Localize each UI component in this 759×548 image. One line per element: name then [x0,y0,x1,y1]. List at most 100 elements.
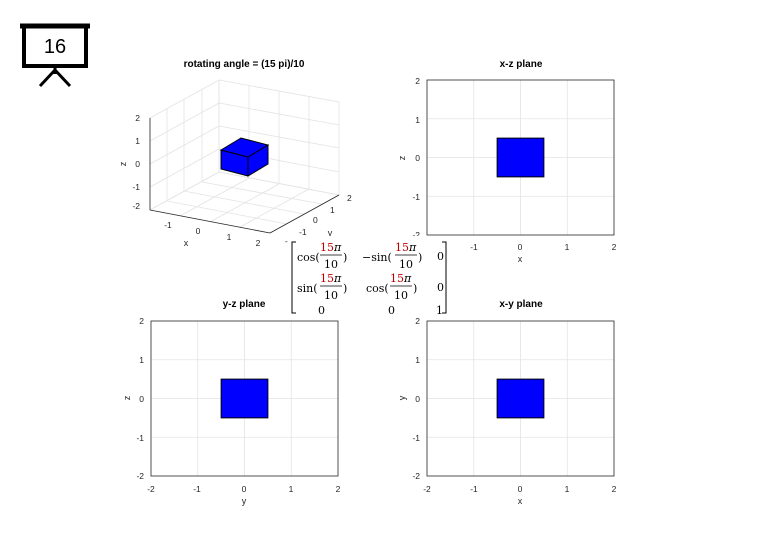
m33: 1 [436,304,443,317]
m12-func: −sin( [362,251,392,264]
plot-xy-square [496,378,545,419]
z-axis-label: z [118,161,128,166]
z-tick: 0 [135,159,140,169]
x-tick: 2 [256,238,261,248]
plot-xz-xtick: -1 [470,242,478,252]
plot-xy-ytick: -2 [412,471,420,481]
plot-yz-ytick: 1 [139,355,144,365]
z-tick: 2 [135,113,140,123]
m11-pi: π [333,241,342,254]
plot-yz-ytick: -1 [136,433,144,443]
m12-pi: π [408,241,417,254]
m22-func: cos( [366,282,389,295]
plot-xy-frame [426,320,615,477]
plot-yz-xtick: -2 [147,484,155,494]
plot-xy-ylabel: y [397,395,407,400]
plot-yz-ylabel: z [122,395,132,400]
m12-close: ) [418,251,422,264]
plot-yz-xtick: 2 [336,484,341,494]
plot-yz-xlabel: y [242,496,247,506]
plot-xz: x-z plane 2 1 0 -1 -2 -2 -1 0 1 2 x z [397,59,617,264]
plot-xy-xtick: -2 [423,484,431,494]
y-tick: 2 [347,193,352,203]
x-tick: -1 [164,220,172,230]
plot-yz-ytick: 0 [139,394,144,404]
m31: 0 [318,304,325,317]
m21-numerator: 15 [320,272,334,285]
plot-yz-frame [150,320,339,477]
plot-xy: x-y plane 2 1 0 -1 -2 -2 -1 0 1 2 x y [397,299,617,506]
m12-numerator: 15 [395,241,409,254]
plot-xy-ytick: 1 [415,355,420,365]
z-tick: -2 [132,201,140,211]
rotation-matrix: cos( 15 π 10 ) −sin( 15 π 10 ) 0 sin( 15… [288,236,452,318]
x-tick: 1 [227,232,232,242]
m11-func: cos( [297,251,320,264]
m11-close: ) [343,251,347,264]
m21-func: sin( [297,282,318,295]
m13: 0 [437,250,444,263]
matrix-background [288,236,452,318]
plot-xz-ytick: -2 [412,230,420,240]
m11-denominator: 10 [324,258,338,271]
plot-xz-frame [426,79,615,236]
m22-close: ) [413,282,417,295]
x-tick: 0 [196,226,201,236]
plot-xy-xtick: 0 [518,484,523,494]
matrix-left-bracket [291,241,296,314]
plot-yz-title: y-z plane [223,299,266,310]
plot-3d-axes [149,118,340,234]
plot-xz-xlabel: x [518,254,523,264]
plot-yz-ytick: 2 [139,316,144,326]
plot-xz-square [496,137,545,178]
plot-xy-ytick: 0 [415,394,420,404]
m21-denominator: 10 [324,289,338,302]
m23: 0 [437,281,444,294]
plot-xz-xtick: 2 [612,242,617,252]
m11-numerator: 15 [320,241,334,254]
plot-yz-xtick: -1 [193,484,201,494]
plot-xz-xtick: 1 [565,242,570,252]
y-tick: -1 [299,227,307,237]
plot-yz: y-z plane 2 1 0 -1 -2 -2 -1 0 1 2 y z [122,299,341,506]
plot-yz-square [220,378,269,419]
m32: 0 [388,304,395,317]
y-tick: 1 [330,205,335,215]
plot-xy-xtick: 2 [612,484,617,494]
plot-xz-ytick: 0 [415,153,420,163]
plot-xy-xtick: 1 [565,484,570,494]
matrix-right-bracket [442,241,447,314]
z-tick: 1 [135,136,140,146]
plot-xy-ytick: 2 [415,316,420,326]
plot-3d-box [219,137,270,177]
x-axis-label: x [184,238,189,248]
plot-xz-ytick: -1 [412,192,420,202]
m22-pi: π [403,272,412,285]
plot-xz-ytick: 2 [415,76,420,86]
plot-yz-xtick: 1 [289,484,294,494]
plot-xy-title: x-y plane [499,299,543,310]
presentation-board-icon [20,23,90,88]
plot-xy-xlabel: x [518,496,523,506]
m22-numerator: 15 [390,272,404,285]
plot-xy-xtick: -1 [470,484,478,494]
plot-xz-xtick: 0 [518,242,523,252]
plot-3d-title: rotating angle = (15 pi)/10 [184,59,305,70]
y-tick: 0 [313,215,318,225]
plot-xz-title: x-z plane [500,59,543,70]
z-tick: -1 [132,182,140,192]
plot-3d: rotating angle = (15 pi)/10 [118,59,352,248]
m21-pi: π [333,272,342,285]
m21-close: ) [343,282,347,295]
plot-xz-ytick: 1 [415,115,420,125]
plot-xz-ylabel: z [397,155,407,160]
plot-yz-ytick: -2 [136,471,144,481]
y-axis-label: y [328,228,333,238]
m22-denominator: 10 [394,289,408,302]
m12-denominator: 10 [399,258,413,271]
plot-xy-ytick: -1 [412,433,420,443]
plot-yz-xtick: 0 [242,484,247,494]
slide-number: 16 [43,36,67,58]
slide-badge[interactable] [20,22,90,88]
